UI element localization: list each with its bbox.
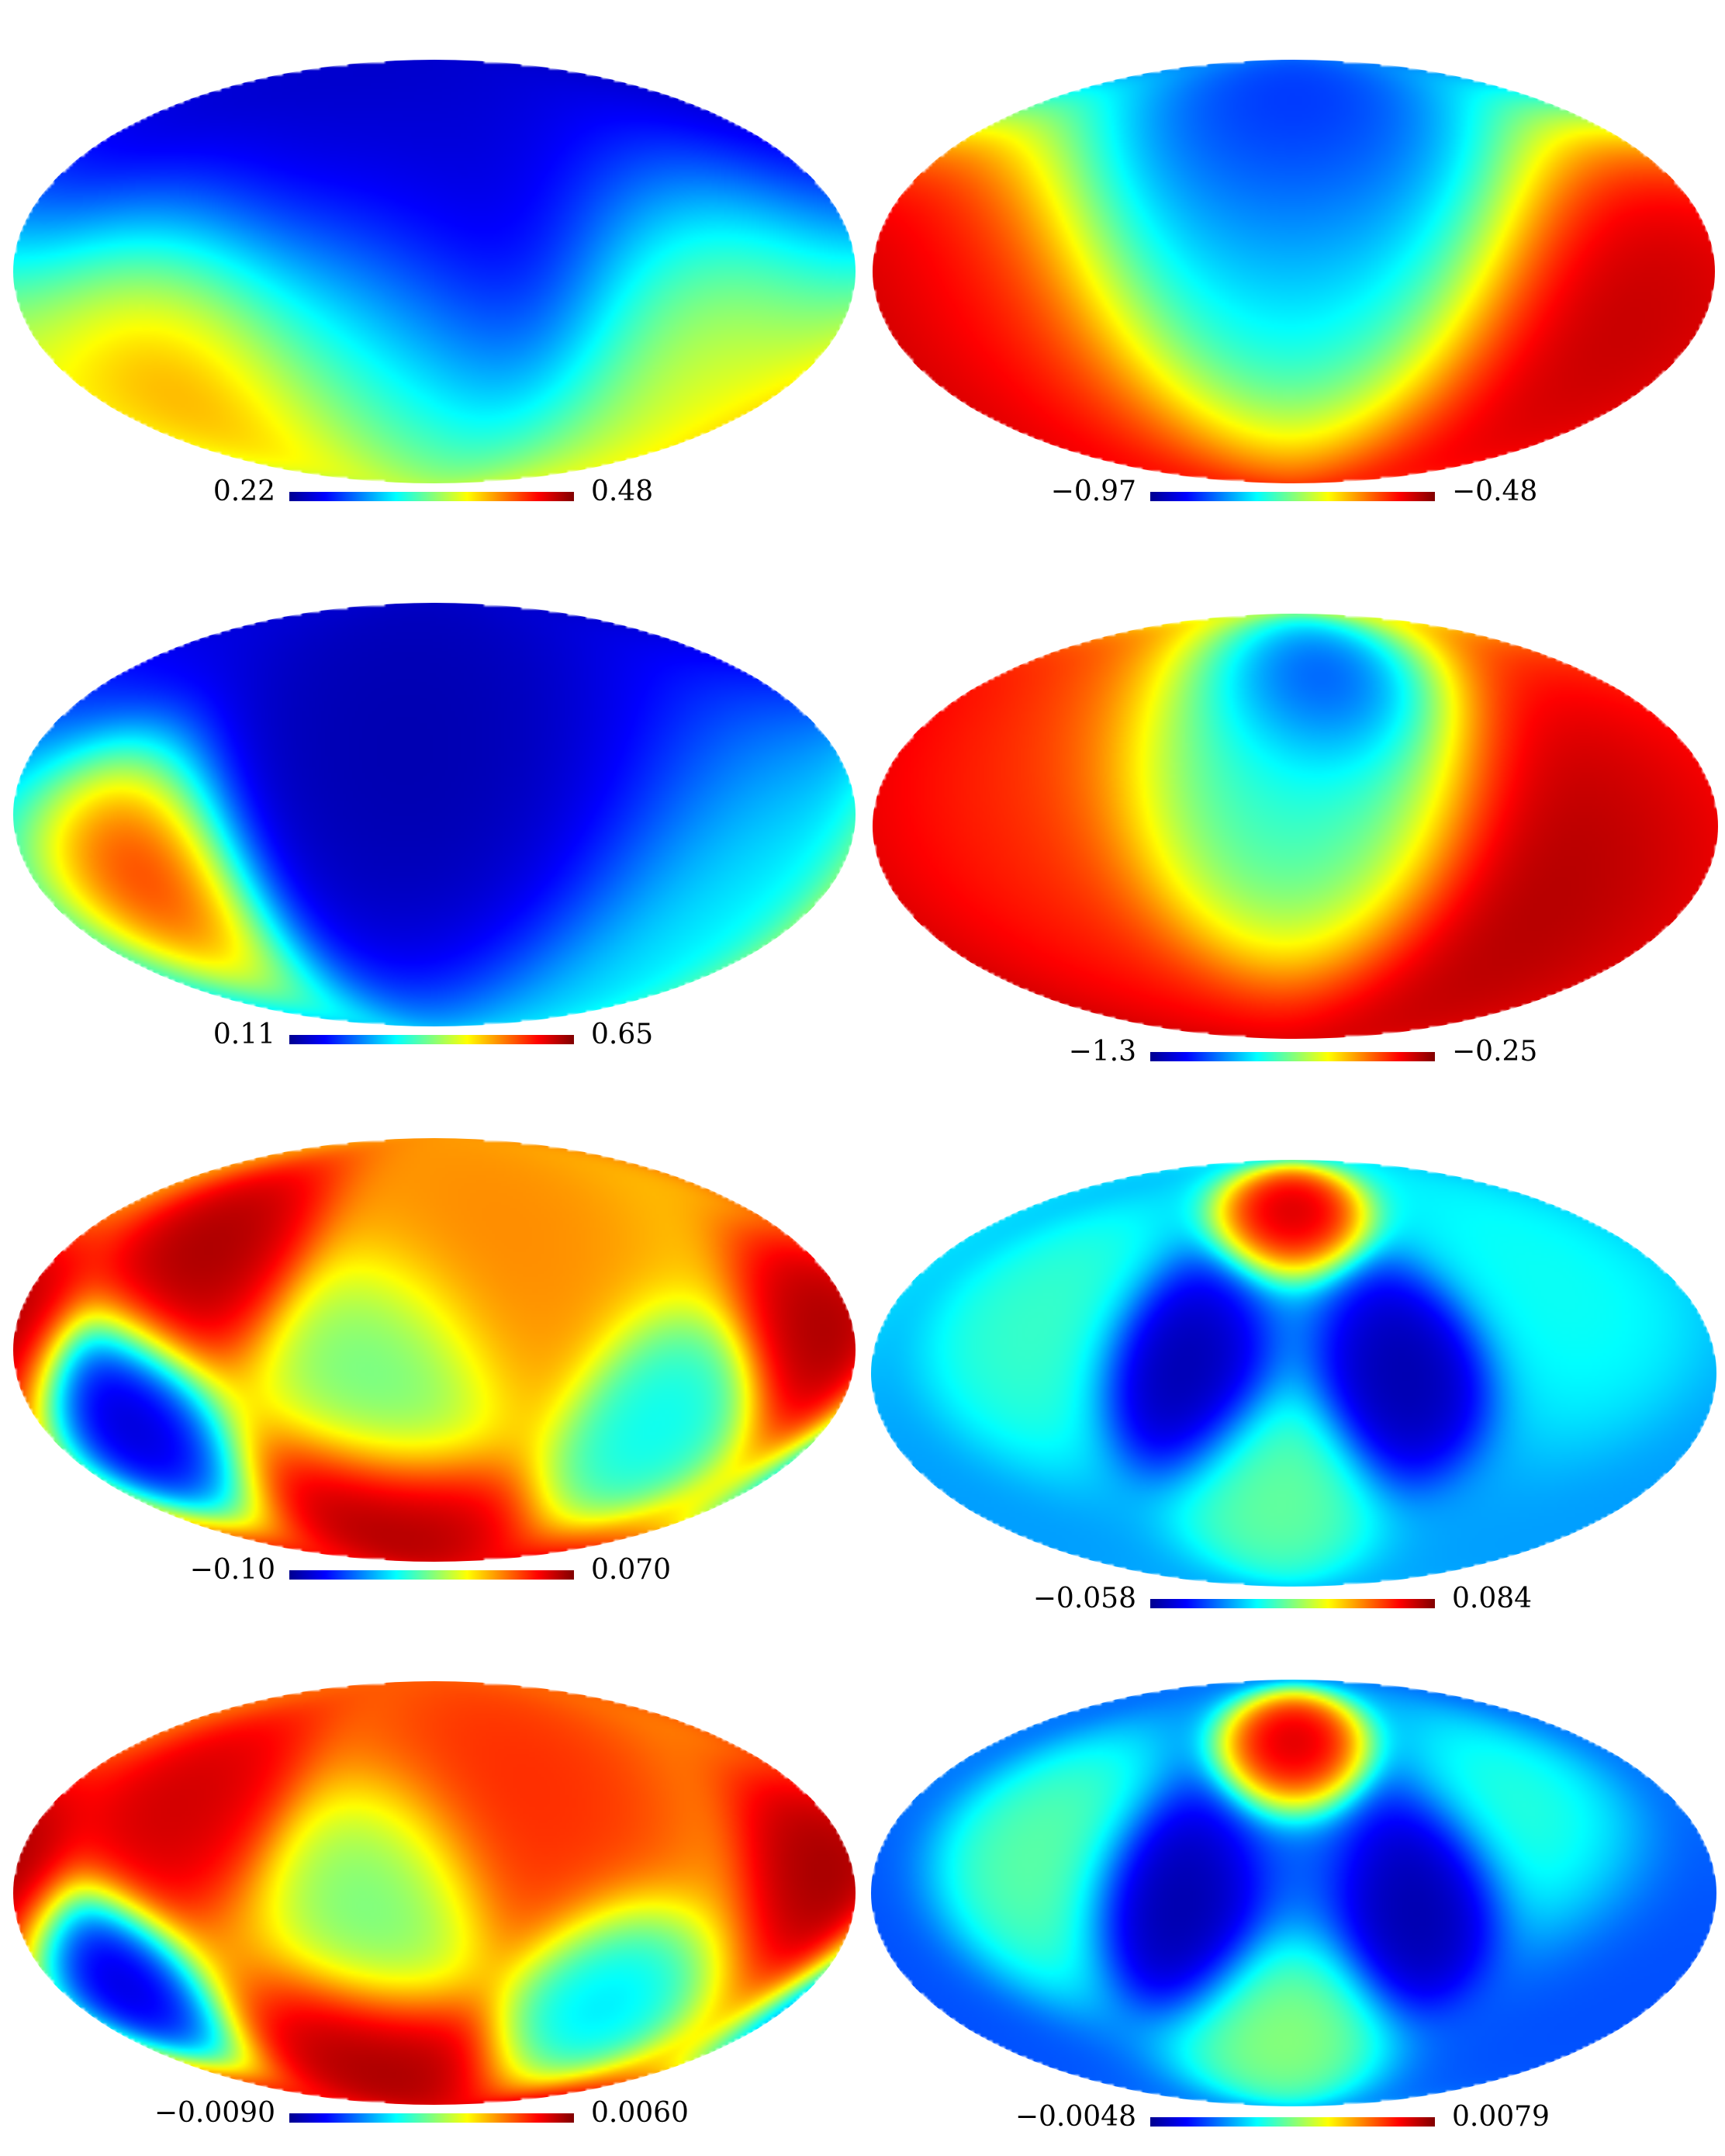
colorbar-min-label: 0.22 [213, 476, 275, 507]
sky-map-image [873, 614, 1718, 1039]
panel-r1-left: 0.22 0.48 [13, 60, 856, 507]
sky-map-image [871, 1680, 1716, 2106]
colorbar-min-label: −0.058 [1033, 1583, 1136, 1614]
colorbar-min-label: −0.10 [190, 1554, 275, 1586]
mollweide-map [871, 1160, 1716, 1587]
mollweide-map [873, 60, 1715, 483]
colorbar-max-label: −0.25 [1452, 1036, 1537, 1068]
mollweide-map [871, 1680, 1716, 2106]
sky-map-image [871, 1160, 1716, 1587]
sky-map-image [13, 1681, 856, 2105]
mollweide-map [13, 603, 856, 1026]
colorbar-min-label: 0.11 [213, 1019, 275, 1050]
colorbar-min-label: −0.0090 [154, 2097, 275, 2129]
colorbar-max-label: 0.65 [591, 1019, 653, 1050]
colorbar-min-label: −0.97 [1051, 476, 1136, 507]
panel-r4-left: −0.0090 0.0060 [13, 1681, 856, 2129]
colorbar [289, 1035, 574, 1044]
mollweide-map [13, 1138, 856, 1562]
colorbar-max-label: 0.0060 [591, 2097, 689, 2129]
colorbar-max-label: 0.070 [591, 1554, 671, 1586]
colorbar-max-label: 0.084 [1452, 1583, 1532, 1614]
colorbar-max-label: 0.0079 [1452, 2101, 1550, 2133]
colorbar [289, 1570, 574, 1580]
colorbar-max-label: 0.48 [591, 476, 653, 507]
colorbar [289, 492, 574, 501]
panel-r2-left: 0.11 0.65 [13, 603, 856, 1050]
colorbar-min-label: −1.3 [1069, 1036, 1136, 1068]
colorbar-max-label: −0.48 [1452, 476, 1537, 507]
panel-r3-right: −0.058 0.084 [871, 1160, 1716, 1614]
mollweide-map [13, 1681, 856, 2105]
colorbar [1150, 2117, 1435, 2127]
mollweide-map [873, 614, 1718, 1039]
sky-map-image [13, 60, 856, 483]
colorbar [1150, 1599, 1435, 1608]
sky-map-image [13, 603, 856, 1026]
colorbar [1150, 492, 1435, 501]
mollweide-map [13, 60, 856, 483]
panel-r3-left: −0.10 0.070 [13, 1138, 856, 1586]
panel-r4-right: −0.0048 0.0079 [871, 1680, 1716, 2133]
colorbar [1150, 1052, 1435, 1061]
sky-map-image [13, 1138, 856, 1562]
colorbar [289, 2113, 574, 2123]
sky-map-image [873, 60, 1715, 483]
panel-r2-right: −1.3 −0.25 [873, 614, 1718, 1068]
colorbar-min-label: −0.0048 [1015, 2101, 1136, 2133]
panel-r1-right: −0.97 −0.48 [873, 60, 1715, 507]
